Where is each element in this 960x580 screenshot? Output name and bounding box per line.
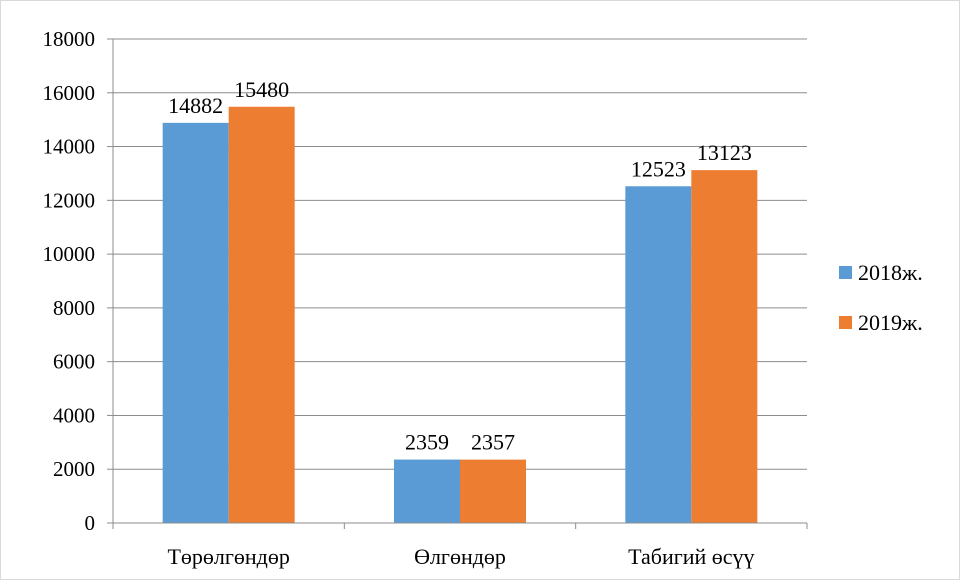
y-axis-ticks: 0 2000 4000 6000 8000 10000 12000 14000 16000 180… bbox=[43, 27, 96, 535]
bar bbox=[162, 122, 229, 524]
data-labels: 14882 15480 2359 2357 12523 13123 bbox=[168, 77, 752, 455]
category-label: Табигий өсүү bbox=[628, 544, 754, 569]
y-tick-label: 10000 bbox=[43, 242, 96, 266]
y-tick-label: 8000 bbox=[53, 296, 95, 320]
bar bbox=[460, 459, 526, 523]
data-label: 15480 bbox=[234, 77, 289, 102]
y-tick-label: 2000 bbox=[53, 457, 95, 481]
data-label: 14882 bbox=[168, 93, 223, 118]
bar bbox=[228, 106, 295, 523]
legend-swatch bbox=[839, 266, 852, 279]
legend-swatch bbox=[839, 316, 852, 329]
bar bbox=[625, 186, 692, 523]
bar bbox=[394, 459, 460, 523]
axes bbox=[112, 39, 808, 529]
legend: 2018ж. 2019ж. bbox=[839, 260, 923, 335]
y-tick-label: 12000 bbox=[43, 188, 96, 212]
category-label: Өлгөндөр bbox=[414, 544, 506, 569]
data-label: 12523 bbox=[631, 156, 686, 181]
legend-label: 2018ж. bbox=[858, 260, 923, 285]
legend-label: 2019ж. bbox=[858, 310, 923, 335]
bar bbox=[691, 170, 758, 523]
data-label: 2357 bbox=[471, 430, 515, 455]
y-tick-label: 14000 bbox=[43, 135, 96, 159]
bars bbox=[162, 106, 758, 524]
category-label: Төрөлгөндөр bbox=[167, 544, 289, 569]
data-label: 13123 bbox=[697, 140, 752, 165]
y-tick-label: 0 bbox=[85, 511, 96, 535]
data-label: 2359 bbox=[405, 430, 449, 455]
y-tick-label: 4000 bbox=[53, 403, 95, 427]
category-labels: Төрөлгөндөр Өлгөндөр Табигий өсүү bbox=[167, 544, 754, 569]
y-tick-label: 16000 bbox=[43, 81, 96, 105]
y-tick-label: 18000 bbox=[43, 27, 96, 51]
y-tick-label: 6000 bbox=[53, 350, 95, 374]
